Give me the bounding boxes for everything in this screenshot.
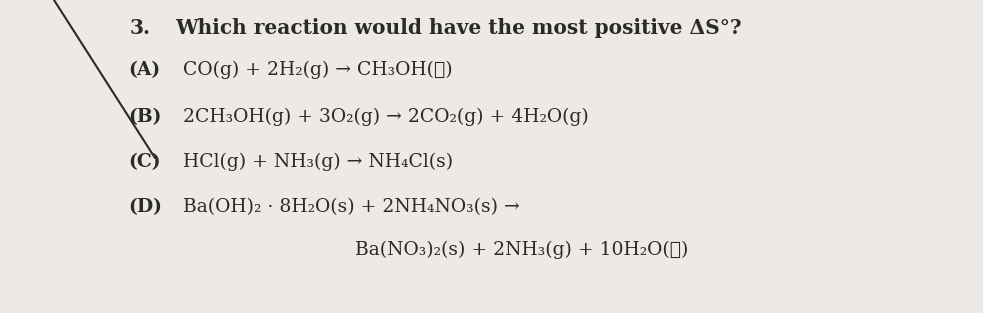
Text: Ba(OH)₂ · 8H₂O(s) + 2NH₄NO₃(s) →: Ba(OH)₂ · 8H₂O(s) + 2NH₄NO₃(s) → (183, 198, 520, 216)
Text: 3.: 3. (130, 18, 151, 38)
Text: Ba(NO₃)₂(s) + 2NH₃(g) + 10H₂O(ℓ): Ba(NO₃)₂(s) + 2NH₃(g) + 10H₂O(ℓ) (355, 241, 688, 259)
Text: CO(g) + 2H₂(g) → CH₃OH(ℓ): CO(g) + 2H₂(g) → CH₃OH(ℓ) (183, 61, 452, 79)
Text: (B): (B) (128, 108, 161, 126)
Text: 2CH₃OH(g) + 3O₂(g) → 2CO₂(g) + 4H₂O(g): 2CH₃OH(g) + 3O₂(g) → 2CO₂(g) + 4H₂O(g) (183, 108, 589, 126)
Text: (A): (A) (128, 61, 160, 79)
Text: (C): (C) (128, 153, 160, 171)
Text: (D): (D) (128, 198, 162, 216)
Text: Which reaction would have the most positive ΔS°?: Which reaction would have the most posit… (175, 18, 741, 38)
Text: HCl(g) + NH₃(g) → NH₄Cl(s): HCl(g) + NH₃(g) → NH₄Cl(s) (183, 153, 453, 171)
